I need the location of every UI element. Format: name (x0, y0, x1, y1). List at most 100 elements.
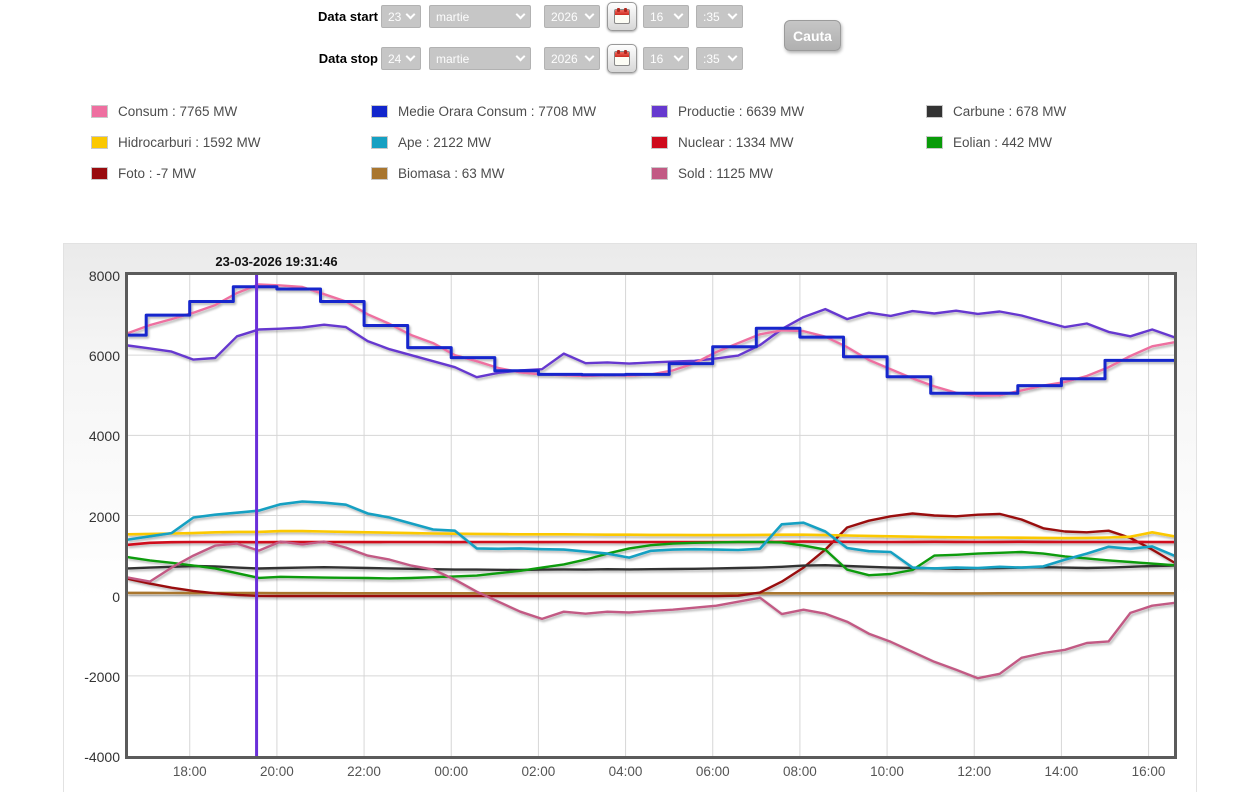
legend-swatch (371, 167, 388, 180)
start-year-select[interactable]: 2026 (544, 5, 600, 28)
series-foto-line (128, 512, 1174, 598)
y-tick-label: -4000 (84, 749, 120, 765)
x-tick-label: 06:00 (695, 764, 730, 779)
data-start-label: Data start (318, 9, 378, 24)
legend-label: Hidrocarburi : 1592 MW (118, 135, 261, 150)
start-month-value: martie (436, 9, 470, 24)
start-day-select[interactable]: 23 (381, 5, 421, 28)
chevron-down-icon (515, 51, 526, 62)
series-nuclear-line (128, 540, 1174, 547)
x-tick-label: 02:00 (521, 764, 556, 779)
legend-label: Carbune : 678 MW (953, 104, 1067, 119)
legend-label: Consum : 7765 MW (118, 104, 238, 119)
start-hour-value: 16 (650, 9, 664, 24)
x-tick-label: 22:00 (347, 764, 381, 779)
legend-label: Sold : 1125 MW (678, 166, 774, 181)
stop-hour-select[interactable]: 16 (643, 47, 689, 70)
x-tick-label: 20:00 (260, 764, 294, 779)
chevron-down-icon (584, 51, 595, 62)
chart-canvas (128, 275, 1174, 756)
legend-swatch (926, 105, 943, 118)
series-biomasa-line (128, 591, 1174, 595)
y-tick-label: 8000 (88, 268, 120, 284)
legend-item-sold: Sold : 1125 MW (651, 166, 926, 181)
stop-day-select[interactable]: 24 (381, 47, 421, 70)
stop-minute-value: :35 (703, 51, 720, 66)
legend-swatch (926, 136, 943, 149)
chevron-down-icon (727, 9, 738, 20)
chevron-down-icon (673, 9, 684, 20)
legend-label: Foto : -7 MW (118, 166, 197, 181)
legend-item-consum: Consum : 7765 MW (91, 104, 371, 119)
x-tick-label: 18:00 (172, 764, 207, 779)
y-tick-label: 6000 (88, 348, 120, 365)
data-stop-label: Data stop (318, 51, 378, 66)
y-tick-label: 0 (112, 588, 120, 605)
stop-year-select[interactable]: 2026 (544, 47, 600, 70)
x-tick-label: 04:00 (608, 764, 643, 779)
start-year-value: 2026 (551, 9, 578, 24)
legend-item-productie: Productie : 6639 MW (651, 104, 926, 119)
start-minute-select[interactable]: :35 (696, 5, 743, 28)
y-tick-label: -2000 (84, 668, 120, 685)
start-day-value: 23 (388, 9, 402, 24)
legend-label: Nuclear : 1334 MW (678, 135, 794, 150)
start-calendar-button[interactable] (607, 2, 637, 31)
chevron-down-icon (405, 51, 416, 62)
legend-item-carbune: Carbune : 678 MW (926, 104, 1201, 119)
legend-swatch (91, 167, 108, 180)
x-tick-label: 12:00 (957, 764, 992, 779)
legend-label: Biomasa : 63 MW (398, 166, 505, 181)
gridlines (128, 275, 1174, 756)
chevron-down-icon (673, 51, 684, 62)
legend-item-hidrocarburi: Hidrocarburi : 1592 MW (91, 135, 371, 150)
calendar-icon (614, 8, 630, 24)
stop-hour-value: 16 (650, 51, 664, 66)
y-tick-label: 4000 (88, 428, 120, 445)
series-consum-line (128, 283, 1174, 397)
cursor-timestamp-label: 23-03-2026 19:31:46 (215, 254, 338, 269)
legend-swatch (91, 105, 108, 118)
series-medie-line (128, 285, 1174, 395)
stop-month-select[interactable]: martie (429, 47, 531, 70)
cauta-search-button[interactable]: Cauta (784, 20, 841, 51)
stop-minute-select[interactable]: :35 (696, 47, 743, 70)
legend-label: Productie : 6639 MW (678, 104, 805, 119)
x-tick-label: 00:00 (434, 764, 469, 779)
chevron-down-icon (515, 9, 526, 20)
legend-item-ape: Ape : 2122 MW (371, 135, 651, 150)
x-tick-label: 10:00 (870, 764, 904, 779)
series-productie-line (128, 307, 1174, 379)
legend-swatch (651, 167, 668, 180)
x-tick-label: 16:00 (1131, 764, 1166, 779)
legend-label: Ape : 2122 MW (398, 135, 492, 150)
start-hour-select[interactable]: 16 (643, 5, 689, 28)
series-sold-line (128, 540, 1174, 680)
legend-swatch (371, 105, 388, 118)
chevron-down-icon (405, 9, 416, 20)
legend-swatch (371, 136, 388, 149)
chevron-down-icon (584, 9, 595, 20)
series-eolian-line (128, 540, 1174, 580)
x-tick-label: 14:00 (1044, 764, 1079, 779)
legend-item-medie-orara-consum: Medie Orara Consum : 7708 MW (371, 104, 651, 119)
chart-panel: 23-03-2026 19:31:46 8000 6000 4000 2000 0 -20… (63, 243, 1197, 792)
series-hidrocarburi-line (128, 529, 1174, 540)
legend-swatch (651, 105, 668, 118)
legend-item-nuclear: Nuclear : 1334 MW (651, 135, 926, 150)
legend-swatch (91, 136, 108, 149)
chart-legend: Consum : 7765 MW Medie Orara Consum : 77… (91, 96, 1201, 189)
series-lines (128, 283, 1174, 680)
stop-day-value: 24 (388, 51, 402, 66)
stop-calendar-button[interactable] (607, 44, 637, 73)
start-minute-value: :35 (703, 9, 720, 24)
start-month-select[interactable]: martie (429, 5, 531, 28)
plot-area[interactable] (125, 272, 1177, 759)
chevron-down-icon (727, 51, 738, 62)
legend-item-foto: Foto : -7 MW (91, 166, 371, 181)
legend-swatch (651, 136, 668, 149)
legend-label: Eolian : 442 MW (953, 135, 1053, 150)
calendar-icon (614, 50, 630, 66)
x-tick-label: 08:00 (783, 764, 817, 779)
